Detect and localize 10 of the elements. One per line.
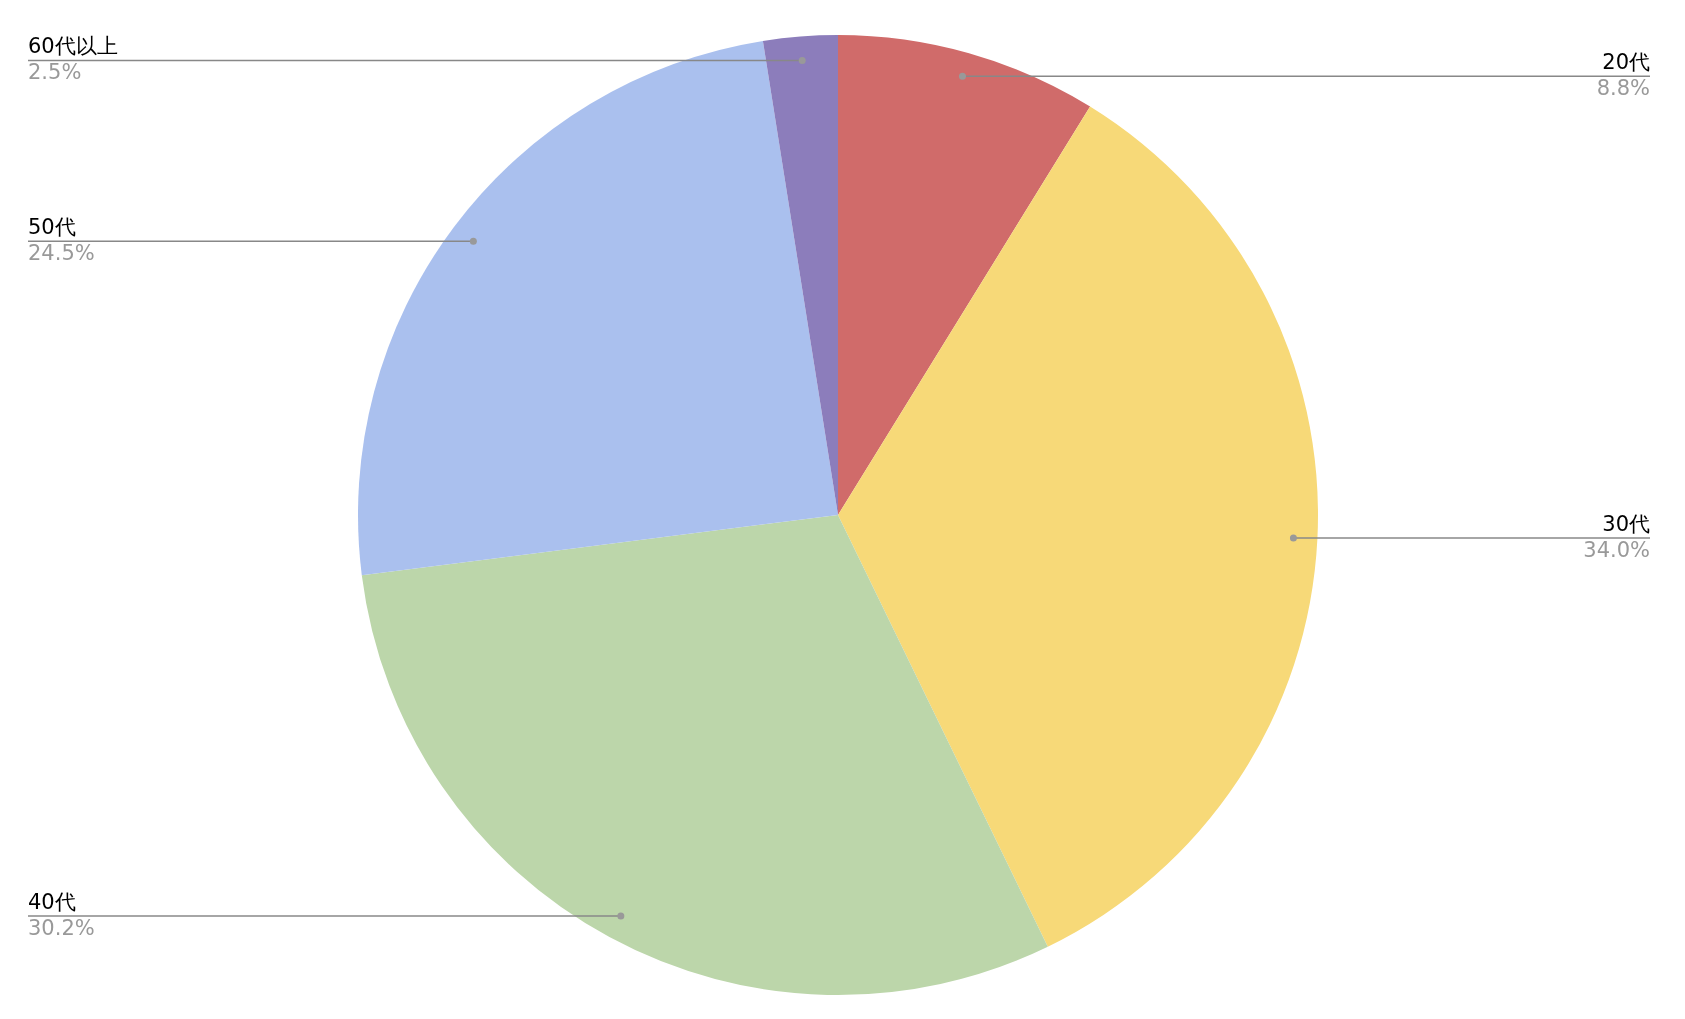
- data-label: 2.5%: [28, 60, 82, 85]
- slice-label: 60代以上: [28, 34, 118, 59]
- slice-label: 30代: [1602, 511, 1650, 536]
- data-label: 8.8%: [1596, 76, 1650, 101]
- data-label: 30.2%: [28, 915, 95, 940]
- slice-label: 20代: [1602, 50, 1650, 75]
- data-label: 34.0%: [1583, 537, 1650, 562]
- slice-label: 40代: [28, 889, 76, 914]
- data-label: 24.5%: [28, 241, 95, 266]
- slice-label: 50代: [28, 215, 76, 240]
